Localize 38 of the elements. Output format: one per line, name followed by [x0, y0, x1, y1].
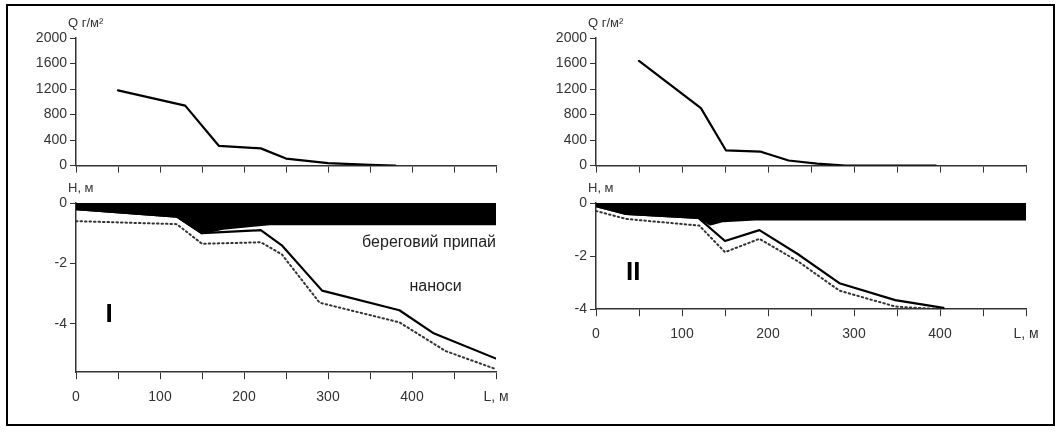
series-label: береговий припай: [362, 232, 496, 250]
y-tick-label: 0: [59, 193, 68, 210]
y-tick-label: -2: [54, 254, 68, 271]
y-tick-label: 0: [59, 156, 68, 173]
x-tick-label: 0: [592, 325, 601, 342]
y-tick-label: 1600: [555, 54, 588, 71]
x-tick-label: 400: [400, 388, 424, 405]
x-tick-label: 300: [842, 325, 866, 342]
x-tick-label: 0: [72, 388, 81, 405]
y-tick-label: 0: [579, 193, 588, 210]
y-axis-title: Q г/м²: [588, 15, 625, 31]
x-tick-label: 200: [756, 325, 780, 342]
x-tick-label: L, м: [483, 388, 509, 405]
y-tick-label: -4: [54, 314, 68, 331]
x-tick-label: 400: [928, 325, 952, 342]
x-tick-label: L, м: [1013, 325, 1039, 342]
series-label: наноси: [409, 276, 462, 294]
y-tick-label: 400: [563, 130, 588, 147]
y-tick-label: 800: [563, 105, 588, 122]
y-axis-title: H, м: [588, 180, 614, 196]
x-tick-label: 100: [148, 388, 172, 405]
x-tick-label: 300: [316, 388, 340, 405]
y-tick-label: 2000: [555, 28, 588, 45]
y-tick-label: 1200: [555, 79, 588, 96]
annotation: II: [626, 256, 641, 287]
annotation: I: [105, 297, 113, 328]
x-tick-label: 100: [670, 325, 694, 342]
y-tick-label: 1200: [35, 79, 68, 96]
y-tick-label: 1600: [35, 54, 68, 71]
y-tick-label: 0: [579, 156, 588, 173]
y-tick-label: 2000: [35, 28, 68, 45]
x-tick-label: 200: [232, 388, 256, 405]
y-tick-label: -2: [574, 246, 588, 263]
y-tick-label: -4: [574, 300, 588, 317]
y-axis-title: H, м: [68, 180, 94, 196]
y-tick-label: 400: [43, 130, 68, 147]
y-axis-title: Q г/м²: [68, 15, 105, 31]
y-tick-label: 800: [43, 105, 68, 122]
